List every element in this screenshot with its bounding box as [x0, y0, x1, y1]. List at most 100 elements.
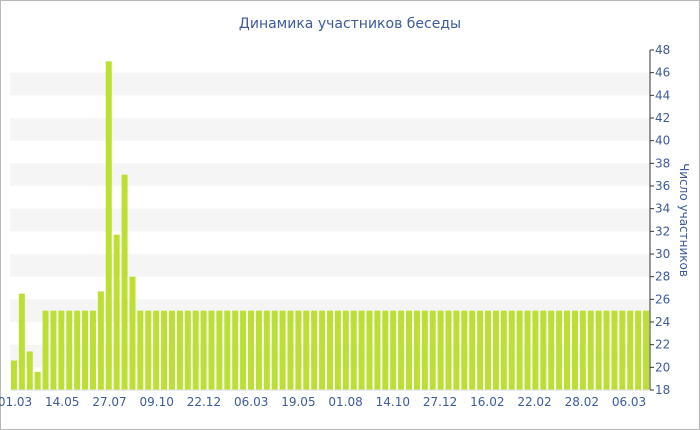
- bar: [255, 310, 262, 390]
- bar: [58, 310, 65, 390]
- grid-band: [10, 118, 650, 141]
- bar: [224, 310, 231, 390]
- bar: [279, 310, 286, 390]
- y-tick-label: 48: [655, 43, 670, 57]
- bar: [548, 310, 555, 390]
- bar: [208, 310, 215, 390]
- bar: [327, 310, 333, 390]
- chart-title: Динамика участников беседы: [239, 16, 461, 32]
- grid-band: [10, 163, 650, 186]
- y-tick-label: 20: [655, 360, 670, 374]
- y-tick-label: 24: [655, 315, 670, 329]
- bar: [161, 310, 168, 390]
- bar: [358, 310, 365, 390]
- bar: [82, 310, 89, 390]
- bar: [263, 310, 270, 390]
- bar: [287, 310, 294, 390]
- x-tick-label: 28.02: [565, 395, 599, 409]
- bar: [374, 310, 381, 390]
- bar: [469, 310, 476, 390]
- bar: [168, 310, 175, 390]
- bar: [579, 310, 586, 390]
- y-axis: 18 20 22 24 26 28 30 32 34 36 38 40 42 44 46 48: [649, 43, 670, 397]
- y-tick-label: 42: [655, 111, 670, 125]
- y-tick-label: 32: [655, 224, 670, 238]
- x-tick-label: 01.08: [328, 395, 362, 409]
- bar: [643, 310, 650, 390]
- bar: [66, 310, 73, 390]
- y-tick-label: 34: [655, 202, 670, 216]
- bar: [184, 310, 191, 390]
- y-tick-label: 40: [655, 134, 670, 148]
- bar: [319, 310, 326, 390]
- bar: [595, 310, 602, 390]
- bar-series: [10, 61, 650, 390]
- y-tick-label: 38: [655, 156, 670, 170]
- bar: [129, 276, 136, 390]
- bar: [247, 310, 254, 390]
- bar: [437, 310, 444, 390]
- bar: [10, 360, 17, 390]
- x-tick-label: 19.05: [281, 395, 315, 409]
- x-tick-label: 01.03: [0, 395, 32, 409]
- x-tick-label: 22.02: [517, 395, 551, 409]
- bar: [516, 310, 523, 390]
- bar: [153, 310, 160, 390]
- y-tick-label: 28: [655, 270, 670, 284]
- bar: [627, 310, 634, 390]
- x-tick-label: 22.12: [187, 395, 221, 409]
- bar: [619, 310, 626, 390]
- bar: [34, 371, 41, 390]
- bar: [232, 310, 239, 390]
- bar: [508, 310, 515, 390]
- bar: [74, 310, 81, 390]
- bar: [342, 310, 349, 390]
- x-tick-label: 27.12: [423, 395, 457, 409]
- bar: [137, 310, 144, 390]
- bar: [271, 310, 278, 390]
- y-tick-label: 22: [655, 338, 670, 352]
- bar: [564, 310, 571, 390]
- bar: [200, 310, 207, 390]
- bar: [295, 310, 302, 390]
- bar: [366, 310, 373, 390]
- x-tick-label: 06.03: [612, 395, 646, 409]
- bar: [105, 61, 112, 390]
- bar: [121, 174, 128, 390]
- y-axis-label: Число участников: [677, 163, 691, 277]
- bar: [382, 310, 389, 390]
- grid-band: [10, 72, 650, 96]
- bar: [42, 310, 49, 390]
- bar: [587, 310, 594, 390]
- bar: [477, 310, 484, 390]
- bar: [635, 310, 642, 390]
- bar: [524, 310, 531, 390]
- x-tick-label: 14.10: [376, 395, 410, 409]
- bar: [532, 310, 539, 390]
- y-tick-label: 26: [655, 292, 670, 306]
- bar: [603, 310, 610, 390]
- x-tick-label: 14.05: [45, 395, 79, 409]
- bar: [311, 310, 318, 390]
- bar: [216, 310, 223, 390]
- bar: [18, 293, 25, 390]
- grid-band: [10, 208, 650, 232]
- x-axis: 01.03 14.05 27.07 09.10 22.12 06.03 19.05 01.08…: [0, 389, 650, 409]
- x-tick-label: 06.03: [234, 395, 268, 409]
- bar: [50, 310, 57, 390]
- x-tick-label: 27.07: [92, 395, 126, 409]
- bar: [97, 291, 104, 390]
- bar: [461, 310, 468, 390]
- bar: [421, 310, 428, 390]
- grid-band: [10, 254, 650, 277]
- x-tick-label: 09.10: [140, 395, 174, 409]
- bar: [240, 310, 247, 390]
- bar: [556, 310, 563, 390]
- y-tick-label: 46: [655, 66, 670, 80]
- bar: [571, 310, 578, 390]
- y-tick-label: 18: [655, 383, 670, 397]
- bar: [89, 310, 96, 390]
- bar: [145, 310, 152, 390]
- bar: [413, 310, 420, 390]
- bar: [540, 310, 547, 390]
